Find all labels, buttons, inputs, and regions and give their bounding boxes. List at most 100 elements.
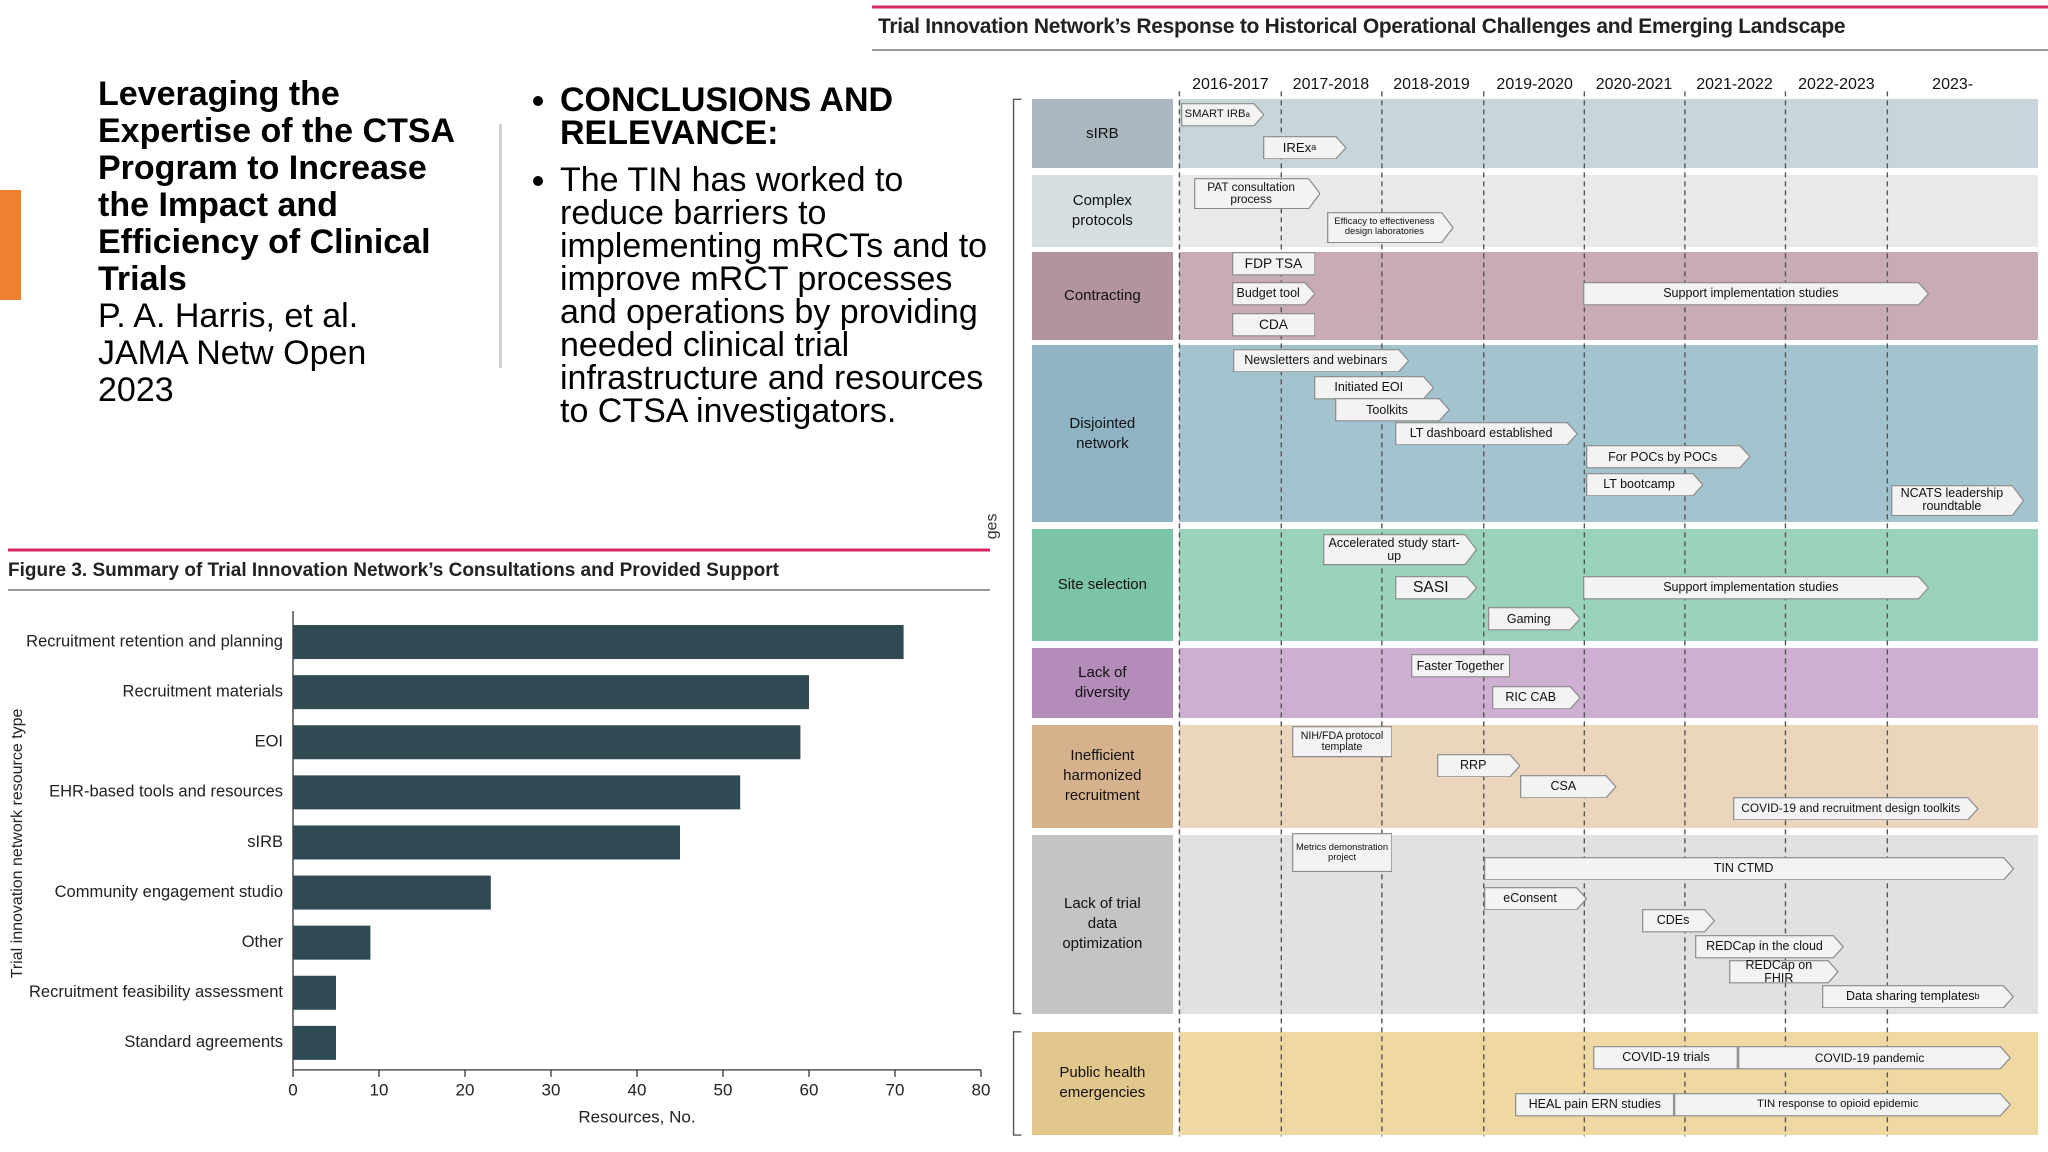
milestone-outline	[1733, 796, 1979, 821]
milestone-shape	[1323, 534, 1478, 566]
milestone-text-box: RIC CAB	[1492, 686, 1570, 710]
milestone-shape	[1491, 685, 1581, 710]
milestone-shape	[1891, 484, 2025, 516]
milestone-outline	[1231, 252, 1316, 276]
milestone-text: NIH/FDA protocol template	[1300, 729, 1384, 753]
milestone-outline	[1436, 753, 1521, 778]
milestone: COVID-19 trials	[1593, 1046, 1739, 1070]
milestone: NCATS leadership roundtable	[1891, 484, 2025, 516]
milestone-text-box: RRP	[1437, 754, 1510, 778]
conclusions-text: The TIN has worked to reduce barriers to…	[560, 163, 1010, 428]
milestone-outline	[1641, 909, 1715, 933]
milestone-outline	[1822, 984, 2015, 1009]
row-label: Site selection	[1031, 528, 1173, 642]
milestone: Newsletters and webinars	[1233, 348, 1410, 373]
milestone-shape	[1263, 135, 1347, 160]
milestone-text: Support implementation studies	[1663, 286, 1839, 301]
milestone-text: REDCap on FHIR	[1745, 957, 1813, 985]
accent-bar	[0, 190, 21, 300]
x-axis-label: Resources, No.	[578, 1107, 695, 1126]
milestone-shape	[1231, 252, 1316, 276]
y-axis-label: Trial innovation network resource type	[9, 708, 26, 978]
row-label: Disjointed network	[1031, 344, 1173, 523]
x-tick-label: 70	[886, 1080, 905, 1099]
milestone-text-box: eConsent	[1484, 887, 1577, 911]
milestone-outline	[1395, 421, 1578, 446]
milestone-outline	[1515, 1093, 1675, 1117]
divider	[499, 124, 502, 368]
milestone-shape	[1436, 753, 1521, 778]
milestone: Budget tool	[1231, 282, 1316, 306]
milestone: Toolkits	[1334, 398, 1450, 422]
milestone-shape	[1583, 576, 1930, 600]
milestone-text-box: For POCs by POCs	[1586, 445, 1740, 469]
milestone-outline	[1291, 833, 1393, 873]
y-tick-label: Recruitment materials	[123, 683, 283, 701]
milestone-text: IREx	[1282, 139, 1312, 155]
row-label: Public health emergencies	[1031, 1031, 1173, 1135]
milestone-text: NCATS leadership roundtable	[1900, 486, 2004, 514]
milestone-outline	[1314, 376, 1435, 400]
milestone-outline	[1891, 484, 2025, 516]
x-tick-label: 10	[370, 1080, 389, 1099]
milestone: COVID-19 pandemic	[1738, 1046, 2012, 1070]
milestone-text-box: Data sharing templates b	[1822, 985, 2003, 1009]
milestone-text: CDA	[1258, 317, 1288, 332]
milestone-text-box: Efficacy to effectiveness design laborat…	[1327, 212, 1442, 243]
row-label-text: Inefficient harmonized recruitment	[1063, 747, 1142, 805]
y-tick-label: Recruitment retention and planning	[26, 632, 283, 650]
milestone-text-box: Budget tool	[1232, 282, 1305, 306]
milestone-outline	[1491, 685, 1581, 710]
milestone: Data sharing templates b	[1822, 984, 2015, 1009]
chart-title: Figure 3. Summary of Trial Innovation Ne…	[8, 560, 780, 581]
year-label: 2021-2022	[1696, 76, 1773, 93]
milestone-text: SASI	[1413, 578, 1449, 596]
milestone-outline	[1487, 607, 1581, 631]
milestone-text-box: Accelerated study start-up	[1323, 534, 1465, 565]
milestone-text: SMART IRB	[1184, 108, 1246, 121]
row-label: Contracting	[1031, 252, 1173, 340]
milestone-text-box: HEAL pain ERN studies	[1515, 1093, 1674, 1117]
row-band	[1179, 175, 2038, 247]
y-tick-label: Recruitment feasibility assessment	[29, 983, 283, 1001]
milestone-shape	[1291, 726, 1393, 758]
milestone-outline	[1583, 282, 1930, 306]
milestone-text-box: SASI	[1395, 576, 1467, 600]
milestone-text-box: Faster Together	[1411, 654, 1510, 678]
milestone-text: RIC CAB	[1505, 689, 1557, 704]
milestone-text-box: IREx a	[1263, 136, 1336, 160]
milestone-outline	[1291, 726, 1393, 758]
milestone-text: For POCs by POCs	[1608, 449, 1718, 464]
milestone: Initiated EOI	[1314, 376, 1435, 400]
row-label: Complex protocols	[1031, 175, 1173, 247]
year-label: 2023-	[1932, 76, 1974, 93]
milestone-text: COVID-19 pandemic	[1814, 1050, 1925, 1065]
milestone-shape	[1738, 1046, 2012, 1070]
milestone-shape	[1520, 774, 1617, 798]
milestone-shape	[1515, 1093, 1675, 1117]
milestone-text-box: Support implementation studies	[1583, 282, 1919, 306]
milestone-text: Support implementation studies	[1663, 580, 1839, 595]
title-block: Leveraging the Expertise of the CTSA Pro…	[98, 76, 478, 409]
milestone-text: LT dashboard established	[1409, 426, 1553, 441]
milestone: PAT consultation process	[1193, 177, 1321, 209]
milestone: TIN CTMD	[1483, 856, 2015, 881]
milestone-text: Newsletters and webinars	[1244, 352, 1388, 367]
milestone-outline	[1695, 935, 1845, 959]
milestone-text-box: NCATS leadership roundtable	[1891, 485, 2012, 516]
milestone-text: Metrics demonstration project	[1295, 842, 1389, 862]
milestone-outline	[1674, 1093, 2012, 1117]
bar	[293, 725, 801, 760]
milestone-text: Budget tool	[1236, 286, 1300, 301]
milestone-outline	[1323, 534, 1478, 566]
year-label: 2016-2017	[1192, 76, 1269, 93]
milestone-outline	[1483, 886, 1587, 911]
conclusions-heading: CONCLUSIONS AND RELEVANCE:	[560, 83, 1010, 150]
milestone-text-box: Support implementation studies	[1583, 576, 1919, 600]
milestone: LT dashboard established	[1395, 421, 1578, 446]
milestone-text: Gaming	[1506, 611, 1551, 626]
milestone: RIC CAB	[1491, 685, 1581, 710]
milestone: TIN response to opioid epidemic	[1674, 1093, 2012, 1117]
